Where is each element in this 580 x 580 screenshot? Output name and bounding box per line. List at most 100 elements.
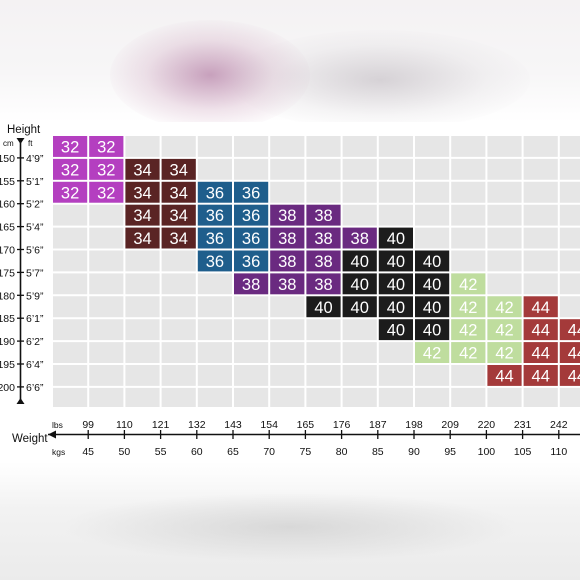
size-cell — [306, 250, 341, 272]
size-cell — [415, 273, 450, 295]
size-label: 40 — [387, 322, 405, 340]
size-label: 34 — [170, 161, 188, 179]
size-cell — [342, 273, 377, 295]
size-cell — [378, 250, 413, 272]
size-cell — [342, 296, 377, 318]
size-cell — [559, 365, 580, 386]
blurred-top-backdrop — [0, 0, 580, 122]
size-cell — [487, 296, 522, 318]
blurred-backdrop-shape — [230, 30, 530, 122]
size-cell — [125, 227, 160, 249]
size-cell — [161, 158, 196, 180]
height-cm-label: 190 — [0, 336, 15, 348]
size-cell — [523, 342, 558, 363]
size-cell — [125, 204, 160, 226]
size-cell — [234, 204, 269, 226]
size-label: 42 — [459, 345, 477, 363]
size-label: 38 — [351, 230, 369, 248]
size-cell — [415, 296, 450, 318]
blurred-backdrop-shape — [110, 20, 310, 122]
size-label: 40 — [351, 299, 369, 317]
grid-lines — [51, 134, 580, 411]
weight-kgs-label: 50 — [119, 446, 131, 458]
size-cell — [559, 319, 580, 341]
size-label: 40 — [423, 322, 441, 340]
size-cell — [89, 181, 124, 203]
height-ft-label: 5’1” — [26, 176, 44, 188]
size-label: 42 — [423, 345, 441, 363]
size-label: 44 — [532, 299, 550, 317]
size-cell — [487, 365, 522, 386]
kgs-unit-label: kgs — [52, 447, 65, 457]
size-label: 38 — [278, 276, 296, 294]
size-label: 38 — [314, 276, 332, 294]
weight-lbs-label: 99 — [82, 419, 94, 431]
size-label: 32 — [61, 184, 79, 202]
size-label: 36 — [242, 207, 260, 225]
weight-kgs-label: 110 — [550, 446, 567, 458]
size-label: 38 — [278, 253, 296, 271]
weight-kgs-label: 105 — [514, 446, 532, 458]
height-cm-label: 195 — [0, 359, 15, 371]
weight-lbs-label: 187 — [369, 419, 387, 431]
blurred-bottom-backdrop — [0, 462, 580, 580]
size-label: 34 — [133, 207, 151, 225]
size-cell — [125, 181, 160, 203]
size-label: 44 — [495, 367, 513, 385]
size-cell — [234, 181, 269, 203]
weight-kgs-label: 100 — [478, 446, 496, 458]
size-label: 44 — [568, 367, 580, 385]
size-cell — [197, 181, 232, 203]
weight-lbs-label: 110 — [116, 419, 133, 431]
weight-kgs-label: 85 — [372, 446, 384, 458]
height-ft-label: 4’9” — [26, 153, 44, 165]
weight-lbs-label: 121 — [152, 419, 170, 431]
weight-kgs-label: 60 — [191, 446, 203, 458]
size-label: 38 — [242, 276, 260, 294]
size-cell — [234, 227, 269, 249]
height-cm-label: 170 — [0, 245, 15, 257]
weight-labels: 99 45 110 50 121 55 132 60 143 65 154 70 165 75 176 80 1… — [82, 419, 567, 458]
size-label: 44 — [568, 322, 580, 340]
size-cell — [415, 250, 450, 272]
size-cell — [53, 158, 88, 180]
weight-kgs-label: 65 — [227, 446, 239, 458]
size-label: 34 — [133, 184, 151, 202]
size-cell — [270, 227, 305, 249]
size-cell — [487, 319, 522, 341]
blurred-backdrop-shape — [60, 492, 520, 562]
size-label: 42 — [495, 299, 513, 317]
size-label: 36 — [206, 184, 224, 202]
height-ft-label: 5’7” — [26, 267, 44, 279]
weight-kgs-label: 55 — [155, 446, 167, 458]
size-label: 44 — [532, 367, 550, 385]
size-cell — [451, 273, 486, 295]
size-cell — [415, 342, 450, 363]
size-cell — [378, 319, 413, 341]
size-label: 40 — [387, 230, 405, 248]
size-cell — [378, 273, 413, 295]
size-label: 36 — [242, 253, 260, 271]
size-cell — [415, 319, 450, 341]
size-cell — [53, 136, 88, 157]
size-label: 38 — [278, 230, 296, 248]
size-label: 38 — [314, 253, 332, 271]
weight-kgs-label: 70 — [263, 446, 275, 458]
size-cell — [523, 365, 558, 386]
height-ft-label: 5’9” — [26, 290, 44, 302]
size-label: 32 — [97, 184, 115, 202]
size-label: 40 — [351, 276, 369, 294]
size-cell — [523, 296, 558, 318]
height-cm-label: 155 — [0, 176, 15, 188]
lbs-unit-label: lbs — [52, 420, 63, 430]
size-label: 34 — [170, 230, 188, 248]
weight-axis-title: Weight — [12, 433, 48, 445]
size-cell — [306, 204, 341, 226]
size-label: 44 — [532, 345, 550, 363]
weight-lbs-label: 220 — [478, 419, 496, 431]
size-cell — [451, 342, 486, 363]
height-cm-label: 160 — [0, 199, 15, 211]
size-cell — [378, 296, 413, 318]
size-cell — [161, 204, 196, 226]
size-cell — [306, 273, 341, 295]
